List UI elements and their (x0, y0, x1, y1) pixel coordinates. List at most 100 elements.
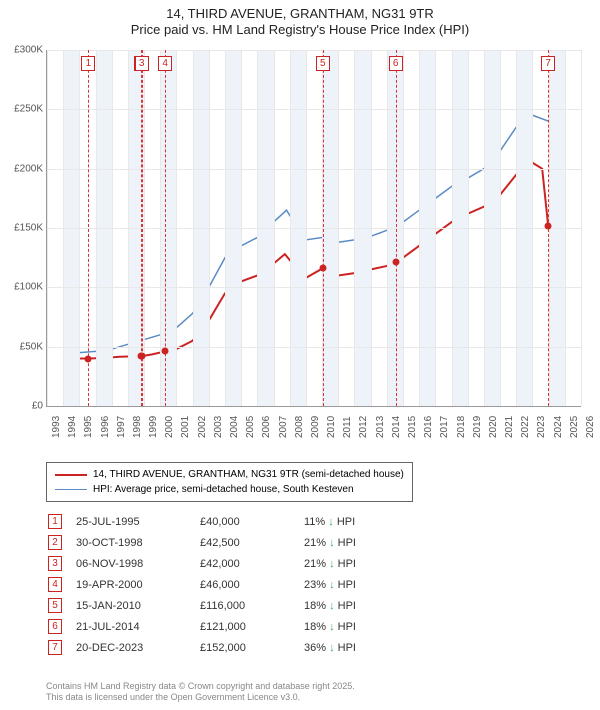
sale-number: 6 (48, 619, 62, 634)
event-line (88, 50, 89, 406)
legend-row: 14, THIRD AVENUE, GRANTHAM, NG31 9TR (se… (55, 467, 404, 482)
x-tick-label: 2000 (164, 416, 175, 438)
arrow-down-icon: ↓ (329, 642, 335, 654)
arrow-down-icon: ↓ (329, 579, 335, 591)
event-marker: 6 (389, 56, 403, 71)
x-tick-label: 2001 (180, 416, 191, 438)
sale-number: 1 (48, 514, 62, 529)
legend-swatch (55, 474, 87, 476)
x-tick-label: 2007 (278, 416, 289, 438)
x-tick-label: 2014 (391, 416, 402, 438)
sale-point (162, 348, 169, 355)
event-marker: 3 (135, 56, 149, 71)
table-row: 7 20-DEC-2023£152,00036% ↓ HPI (48, 638, 368, 657)
y-gridline (47, 169, 581, 170)
sale-date: 06-NOV-1998 (76, 554, 198, 573)
sale-pct: 23% ↓ HPI (304, 575, 368, 594)
sale-date: 19-APR-2000 (76, 575, 198, 594)
x-tick-label: 2009 (310, 416, 321, 438)
sale-number: 7 (48, 640, 62, 655)
event-marker: 1 (81, 56, 95, 71)
event-marker: 5 (316, 56, 330, 71)
x-tick-label: 2011 (342, 416, 353, 438)
y-tick-label: £150K (5, 223, 43, 234)
sale-number: 5 (48, 598, 62, 613)
chart-area: 1993199419951996199719981999200020012002… (46, 50, 581, 407)
sale-point (319, 265, 326, 272)
y-tick-label: £0 (5, 401, 43, 412)
x-tick-label: 2020 (488, 416, 499, 438)
footer: Contains HM Land Registry data © Crown c… (46, 681, 355, 704)
event-line (323, 50, 324, 406)
arrow-down-icon: ↓ (329, 537, 335, 549)
legend-label: 14, THIRD AVENUE, GRANTHAM, NG31 9TR (se… (93, 469, 404, 480)
y-gridline (47, 347, 581, 348)
table-row: 1 25-JUL-1995£40,00011% ↓ HPI (48, 512, 368, 531)
x-tick-label: 1996 (100, 416, 111, 438)
title-subtitle: Price paid vs. HM Land Registry's House … (0, 22, 600, 38)
sale-pct: 36% ↓ HPI (304, 638, 368, 657)
event-marker: 7 (541, 56, 555, 71)
x-tick-label: 2023 (536, 416, 547, 438)
x-tick-label: 2024 (553, 416, 564, 438)
sale-price: £121,000 (200, 617, 302, 636)
x-tick-label: 2010 (326, 416, 337, 438)
y-tick-label: £200K (5, 163, 43, 174)
arrow-down-icon: ↓ (329, 558, 335, 570)
event-line (396, 50, 397, 406)
event-marker: 4 (158, 56, 172, 71)
x-tick-label: 2015 (407, 416, 418, 438)
footer-line2: This data is licensed under the Open Gov… (46, 692, 355, 704)
y-tick-label: £300K (5, 45, 43, 56)
table-row: 306-NOV-1998£42,00021% ↓ HPI (48, 554, 368, 573)
x-tick-label: 1997 (116, 416, 127, 438)
y-tick-label: £250K (5, 104, 43, 115)
title-address: 14, THIRD AVENUE, GRANTHAM, NG31 9TR (0, 6, 600, 22)
table-row: 515-JAN-2010£116,00018% ↓ HPI (48, 596, 368, 615)
legend-swatch (55, 489, 87, 490)
x-tick-label: 1993 (51, 416, 62, 438)
y-gridline (47, 228, 581, 229)
arrow-down-icon: ↓ (328, 516, 334, 528)
legend-row: HPI: Average price, semi-detached house,… (55, 482, 404, 497)
sale-price: £116,000 (200, 596, 302, 615)
sale-number: 3 (48, 556, 62, 571)
sale-pct: 18% ↓ HPI (304, 596, 368, 615)
x-tick-label: 2026 (585, 416, 596, 438)
x-tick-label: 2006 (261, 416, 272, 438)
sale-point (545, 222, 552, 229)
x-tick-label: 1999 (148, 416, 159, 438)
x-tick-label: 2005 (245, 416, 256, 438)
y-gridline (47, 109, 581, 110)
sale-date: 25-JUL-1995 (76, 512, 198, 531)
y-gridline (47, 287, 581, 288)
x-tick-label: 2025 (569, 416, 580, 438)
sale-number: 2 (48, 535, 62, 550)
legend: 14, THIRD AVENUE, GRANTHAM, NG31 9TR (se… (46, 462, 413, 502)
x-tick-label: 2018 (456, 416, 467, 438)
x-tick-label: 2008 (294, 416, 305, 438)
sale-date: 20-DEC-2023 (76, 638, 198, 657)
sale-date: 21-JUL-2014 (76, 617, 198, 636)
x-tick-label: 2019 (472, 416, 483, 438)
table-row: 621-JUL-2014£121,00018% ↓ HPI (48, 617, 368, 636)
sale-point (392, 259, 399, 266)
x-tick-label: 2013 (375, 416, 386, 438)
y-tick-label: £100K (5, 282, 43, 293)
sale-number: 4 (48, 577, 62, 592)
x-tick-label: 1998 (132, 416, 143, 438)
sale-price: £40,000 (200, 512, 302, 531)
sale-date: 30-OCT-1998 (76, 533, 198, 552)
arrow-down-icon: ↓ (329, 621, 335, 633)
x-tick-label: 2017 (439, 416, 450, 438)
sale-point (85, 355, 92, 362)
chart-container: 14, THIRD AVENUE, GRANTHAM, NG31 9TR Pri… (0, 0, 600, 710)
x-tick-label: 2003 (213, 416, 224, 438)
sale-price: £152,000 (200, 638, 302, 657)
arrow-down-icon: ↓ (329, 600, 335, 612)
sale-pct: 21% ↓ HPI (304, 554, 368, 573)
sale-pct: 11% ↓ HPI (304, 512, 368, 531)
sale-price: £46,000 (200, 575, 302, 594)
x-tick-label: 2016 (423, 416, 434, 438)
x-gridline (581, 50, 582, 406)
